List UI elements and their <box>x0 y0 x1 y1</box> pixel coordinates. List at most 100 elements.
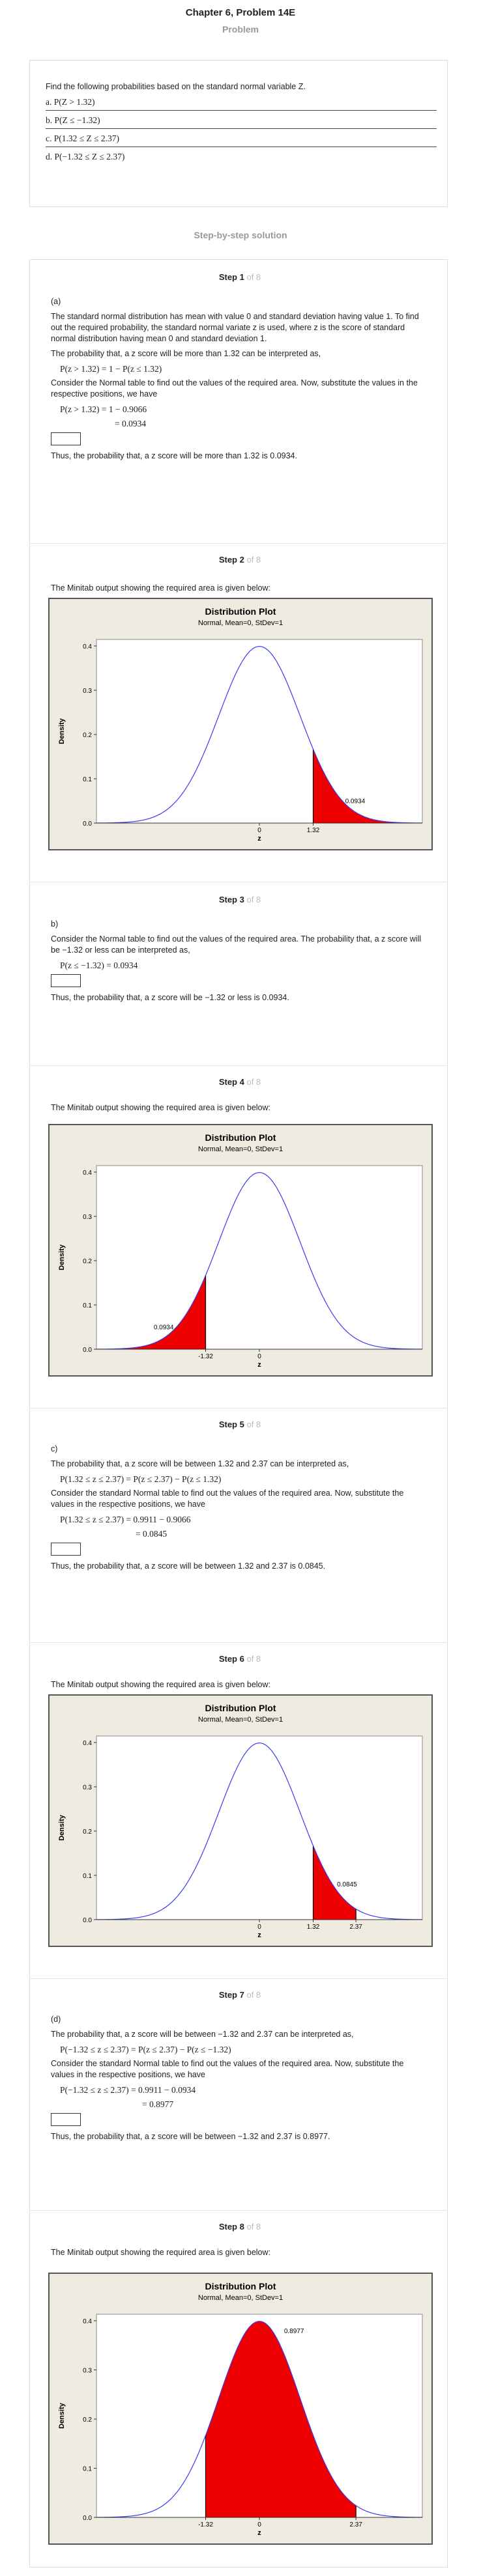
x-axis-label: z <box>257 835 261 843</box>
step-3-head: Step 3 of 8 <box>218 895 261 904</box>
y-tick-label: 0.4 <box>83 2318 92 2325</box>
step-5-math-2b: = 0.0845 <box>136 1529 168 1539</box>
y-tick-label: 0.2 <box>83 1828 92 1836</box>
step-1-answer-box[interactable] <box>51 432 81 445</box>
step-5-conclusion: Thus, the probability that, a z score wi… <box>51 1561 326 1571</box>
chart-subtitle: Normal, Mean=0, StDev=1 <box>198 2294 283 2302</box>
y-tick-label: 0.3 <box>83 1214 92 1221</box>
x-axis-label: z <box>257 1931 261 1939</box>
step-3-text-1: Consider the Normal table to find out th… <box>51 934 422 955</box>
area-label: 0.0845 <box>337 1881 357 1888</box>
x-axis-label: z <box>257 2529 261 2537</box>
problem-card: Find the following probabilities based o… <box>29 60 448 207</box>
chart-subtitle: Normal, Mean=0, StDev=1 <box>198 1716 283 1724</box>
plot-svg-3: Distribution Plot Normal, Mean=0, StDev=1… <box>58 1703 423 1939</box>
x-tick-label: -1.32 <box>198 2521 213 2528</box>
shaded-area <box>96 1275 206 1349</box>
y-tick-label: 0.3 <box>83 1784 92 1791</box>
x-tick-label: -1.32 <box>198 1353 213 1360</box>
step-5-math-1: P(1.32 ≤ z ≤ 2.37) = P(z ≤ 2.37) − P(z ≤… <box>60 1474 222 1484</box>
step-7-conclusion: Thus, the probability that, a z score wi… <box>51 2132 330 2141</box>
step-5-text-2: Consider the standard Normal table to fi… <box>51 1489 404 1509</box>
problem-part-b: b. P(Z ≤ −1.32) <box>46 111 437 129</box>
step-5-answer-box[interactable] <box>51 1543 81 1556</box>
problem-part-a: a. P(Z > 1.32) <box>46 92 437 111</box>
step-2: Step 2 of 8 The Minitab output showing t… <box>51 546 429 598</box>
x-tick-label: 2.37 <box>349 2521 362 2528</box>
x-tick-label: 0 <box>257 2521 261 2528</box>
distribution-plot-2: Distribution Plot Normal, Mean=0, StDev=1… <box>48 1124 433 1377</box>
distribution-plot-3: Distribution Plot Normal, Mean=0, StDev=1… <box>48 1694 433 1947</box>
step-6-caption: The Minitab output showing the required … <box>51 1680 271 1689</box>
density-curve <box>96 2321 423 2518</box>
step-6: Step 6 of 8 The Minitab output showing t… <box>51 1645 429 1694</box>
step-1-conclusion: Thus, the probability that, a z score wi… <box>51 451 297 460</box>
distribution-plot-4: Distribution Plot Normal, Mean=0, StDev=1… <box>48 2273 433 2545</box>
plot-area <box>96 639 423 824</box>
problem-part-c: c. P(1.32 ≤ Z ≤ 2.37) <box>46 129 437 147</box>
step-1-part: (a) <box>51 297 61 306</box>
y-tick-label: 0.4 <box>83 643 92 651</box>
chart-title: Distribution Plot <box>205 1703 276 1713</box>
area-label: 0.0934 <box>154 1324 174 1331</box>
y-tick-label: 0.0 <box>83 2515 92 2522</box>
step-4-caption: The Minitab output showing the required … <box>51 1103 271 1112</box>
density-curve <box>96 1743 423 1920</box>
step-7-head: Step 7 of 8 <box>218 1990 261 2000</box>
step-3-math-1: P(z ≤ −1.32) = 0.0934 <box>60 960 138 970</box>
solution-label: Step-by-step solution <box>194 230 287 240</box>
x-tick-label: 0 <box>257 1924 261 1931</box>
page-title: Chapter 6, Problem 14E <box>185 7 296 18</box>
step-2-caption: The Minitab output showing the required … <box>51 583 271 593</box>
y-tick-label: 0.1 <box>83 776 92 783</box>
step-5-head: Step 5 of 8 <box>218 1420 261 1429</box>
shaded-area <box>313 1845 357 1920</box>
x-tick-label: 1.32 <box>307 1924 320 1931</box>
step-1-math-1: P(z > 1.32) = 1 − P(z ≤ 1.32) <box>60 364 162 374</box>
step-7-math-1: P(−1.32 ≤ z ≤ 2.37) = P(z ≤ 2.37) − P(z … <box>60 2045 231 2054</box>
step-7-text-1: The probability that, a z score will be … <box>51 2030 354 2039</box>
step-7-answer-box[interactable] <box>51 2113 81 2126</box>
step-3-answer-box[interactable] <box>51 974 81 987</box>
y-tick-label: 0.2 <box>83 732 92 739</box>
step-5-math-2a: P(1.32 ≤ z ≤ 2.37) = 0.9911 − 0.9066 <box>60 1515 191 1524</box>
y-axis-label: Density <box>58 718 66 744</box>
step-3: Step 3 of 8 b) Consider the Normal table… <box>51 886 429 1007</box>
problem-part-d: d. P(−1.32 ≤ Z ≤ 2.37) <box>46 152 125 161</box>
x-tick-label: 0 <box>257 1353 261 1360</box>
y-axis-label: Density <box>58 1814 66 1841</box>
step-7-math-2b: = 0.8977 <box>142 2099 174 2109</box>
y-tick-label: 0.3 <box>83 688 92 695</box>
step-1: Step 1 of 8 (a) The standard normal dist… <box>51 263 429 466</box>
step-8: Step 8 of 8 The Minitab output showing t… <box>51 2213 429 2262</box>
step-5: Step 5 of 8 c) The probability that, a z… <box>51 1410 429 1576</box>
step-1-text-2: The probability that, a z score will be … <box>51 349 321 358</box>
step-1-text-1: The standard normal distribution has mea… <box>51 312 419 343</box>
y-tick-label: 0.4 <box>83 1169 92 1177</box>
step-7: Step 7 of 8 (d) The probability that, a … <box>51 1981 429 2146</box>
chart-title: Distribution Plot <box>205 1132 276 1143</box>
step-2-head: Step 2 of 8 <box>218 555 261 565</box>
plot-area <box>96 1165 423 1350</box>
area-label: 0.0934 <box>345 798 366 805</box>
x-tick-label: 1.32 <box>307 827 320 834</box>
step-4: Step 4 of 8 The Minitab output showing t… <box>51 1068 429 1117</box>
y-axis-label: Density <box>58 1244 66 1270</box>
shaded-area <box>313 749 422 823</box>
y-tick-label: 0.2 <box>83 1258 92 1265</box>
step-8-head: Step 8 of 8 <box>218 2222 261 2232</box>
plot-area <box>96 1735 423 1920</box>
step-6-head: Step 6 of 8 <box>218 1654 261 1664</box>
density-curve <box>96 1172 423 1350</box>
chart-title: Distribution Plot <box>205 2281 276 2291</box>
step-3-conclusion: Thus, the probability that, a z score wi… <box>51 993 289 1002</box>
step-5-text-1: The probability that, a z score will be … <box>51 1459 349 1468</box>
step-8-caption: The Minitab output showing the required … <box>51 2248 271 2257</box>
step-7-text-2: Consider the standard Normal table to fi… <box>51 2059 404 2079</box>
step-1-math-2b: = 0.0934 <box>115 419 147 428</box>
x-tick-label: 2.37 <box>349 1924 362 1931</box>
y-tick-label: 0.2 <box>83 2416 92 2424</box>
y-axis-label: Density <box>58 2402 66 2429</box>
shaded-area <box>205 2321 357 2517</box>
x-tick-label: 0 <box>257 827 261 834</box>
